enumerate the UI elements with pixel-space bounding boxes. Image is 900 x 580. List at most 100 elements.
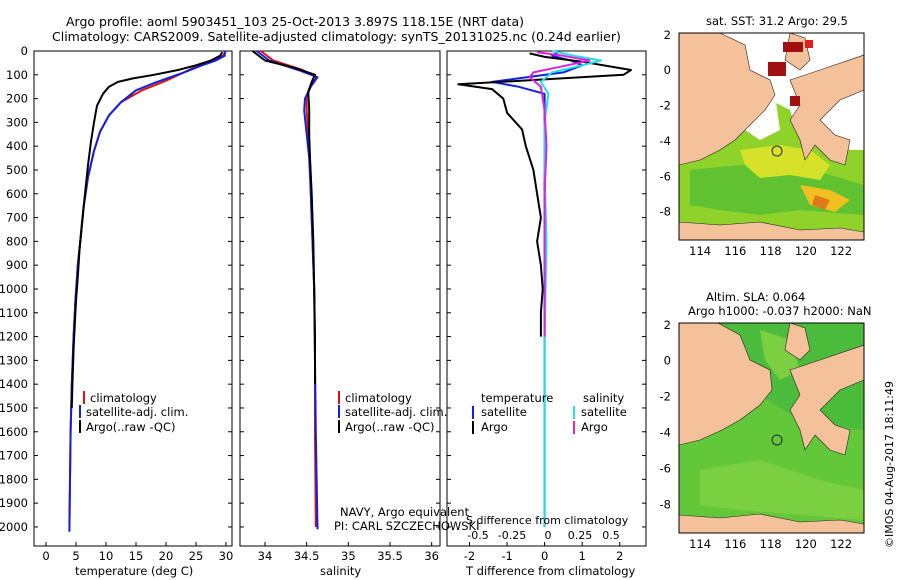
y-tick-label: 800 — [6, 234, 28, 248]
y-tick-label: 700 — [6, 211, 28, 225]
y-tick-label: 0 — [21, 44, 28, 58]
map-x-tick-label: 114 — [689, 244, 711, 258]
map-x-tick-label: 114 — [689, 537, 711, 551]
difference-legend: temperature salinity satellite Argo sate… — [472, 391, 627, 434]
y-tick-label: 1600 — [0, 425, 28, 439]
map-x-tick-label: 118 — [760, 244, 782, 258]
x-tick-label: 34 — [258, 549, 273, 563]
map-y-tick-label: 2 — [664, 28, 671, 42]
map-y-tick-label: -2 — [660, 99, 671, 113]
s-tick: -0.25 — [498, 529, 526, 542]
sla-map-title: Altim. SLA: 0.064 — [706, 290, 805, 304]
s-difference-ticks: -0.5 -0.25 0 0.25 0.5 — [467, 529, 619, 542]
s-difference-label: S difference from climatology — [466, 514, 629, 527]
x-tick-label: 25 — [189, 549, 204, 563]
salinity-xlabel: salinity — [320, 564, 361, 578]
x-tick-label: 5 — [72, 549, 79, 563]
navy-note: NAVY, Argo equivalent — [340, 505, 470, 519]
map-y-tick-label: -2 — [660, 390, 671, 404]
y-tick-label: 1900 — [0, 496, 28, 510]
legend-s-satellite: satellite — [581, 405, 627, 419]
imos-stamp: ©IMOS 04-Aug-2017 18:11:49 — [883, 381, 896, 548]
x-tick-label: 1 — [579, 549, 586, 563]
map-y-tick-label: -6 — [660, 169, 671, 183]
legend-satellite: satellite-adj. clim. — [86, 405, 188, 419]
x-tick-label: 35.5 — [377, 549, 403, 563]
legend-temperature-heading: temperature — [481, 391, 553, 405]
legend-t-argo: Argo — [481, 420, 508, 434]
legend-s-argo: Argo — [581, 420, 608, 434]
y-tick-label: 1100 — [0, 306, 28, 320]
legend-argo: Argo(..raw -QC) — [345, 420, 435, 434]
y-tick-label: 900 — [6, 258, 28, 272]
series-line-argo — [251, 50, 316, 385]
map-x-tick-label: 116 — [724, 537, 746, 551]
legend-climatology: climatology — [345, 391, 412, 405]
series-line-argo — [457, 52, 632, 337]
map-y-tick-label: -4 — [660, 134, 671, 148]
temperature-panel — [33, 50, 233, 547]
map-x-tick-label: 122 — [830, 537, 852, 551]
sst-map — [678, 32, 865, 241]
y-tick-label: 400 — [6, 139, 28, 153]
map-y-tick-label: -8 — [660, 205, 671, 219]
difference-panel — [446, 50, 647, 547]
salinity-panel — [239, 50, 441, 547]
y-tick-label: 1400 — [0, 377, 28, 391]
x-tick-label: 15 — [129, 549, 144, 563]
legend-satellite: satellite-adj. clim. — [345, 405, 447, 419]
x-tick-label: 2 — [616, 549, 623, 563]
y-tick-label: 500 — [6, 163, 28, 177]
sst-map-title: sat. SST: 31.2 Argo: 29.5 — [706, 14, 848, 28]
title-line-1: Argo profile: aoml 5903451_103 25-Oct-20… — [66, 14, 524, 29]
x-tick-label: -1 — [501, 549, 512, 563]
map-x-tick-label: 120 — [795, 244, 817, 258]
y-tick-label: 2000 — [0, 520, 28, 534]
y-tick-label: 300 — [6, 115, 28, 129]
title-line-2: Climatology: CARS2009. Satellite-adjuste… — [52, 29, 621, 44]
temperature-legend: climatology satellite-adj. clim. Argo(..… — [79, 391, 188, 434]
x-tick-label: 10 — [99, 549, 114, 563]
map-y-tick-label: 0 — [664, 354, 671, 368]
series-line-satellite — [491, 50, 584, 527]
x-tick-label: 34.5 — [294, 549, 320, 563]
salinity-legend: climatology satellite-adj. clim. Argo(..… — [338, 391, 447, 434]
y-tick-label: 1000 — [0, 282, 28, 296]
legend-salinity-heading: salinity — [583, 391, 624, 405]
map-y-tick-label: 0 — [664, 63, 671, 77]
y-tick-label: 600 — [6, 187, 28, 201]
x-tick-label: 20 — [159, 549, 174, 563]
s-tick: -0.5 — [467, 529, 488, 542]
legend-t-satellite: satellite — [481, 405, 527, 419]
y-tick-label: 1700 — [0, 449, 28, 463]
s-tick: 0 — [545, 529, 552, 542]
series-line-sat_salinity — [539, 50, 602, 527]
x-tick-label: 36 — [424, 549, 439, 563]
map-y-tick-label: -6 — [660, 461, 671, 475]
s-tick: 0.5 — [602, 529, 620, 542]
x-tick-label: 30 — [219, 549, 234, 563]
map-y-tick-label: 2 — [664, 318, 671, 332]
y-tick-label: 1500 — [0, 401, 28, 415]
y-tick-label: 100 — [6, 68, 28, 82]
legend-argo: Argo(..raw -QC) — [86, 420, 176, 434]
x-tick-label: -2 — [464, 549, 475, 563]
x-tick-label: 35 — [341, 549, 356, 563]
sla-map-subtitle: Argo h1000: -0.037 h2000: NaN — [688, 304, 872, 318]
x-tick-label: 0 — [42, 549, 49, 563]
x-tick-label: 0 — [541, 549, 548, 563]
map-x-tick-label: 120 — [795, 537, 817, 551]
y-tick-label: 1300 — [0, 353, 28, 367]
y-tick-label: 200 — [6, 92, 28, 106]
temperature-xlabel: temperature (deg C) — [75, 564, 193, 578]
map-x-tick-label: 116 — [724, 244, 746, 258]
sla-map — [678, 322, 865, 534]
y-tick-label: 1200 — [0, 330, 28, 344]
series-line-satellite — [68, 51, 226, 532]
map-y-tick-label: -4 — [660, 425, 671, 439]
series-line-argo_salinity — [528, 51, 591, 337]
pi-note: PI: CARL SZCZECHOWSKI — [334, 519, 480, 533]
map-x-tick-label: 122 — [830, 244, 852, 258]
map-y-tick-label: -8 — [660, 497, 671, 511]
